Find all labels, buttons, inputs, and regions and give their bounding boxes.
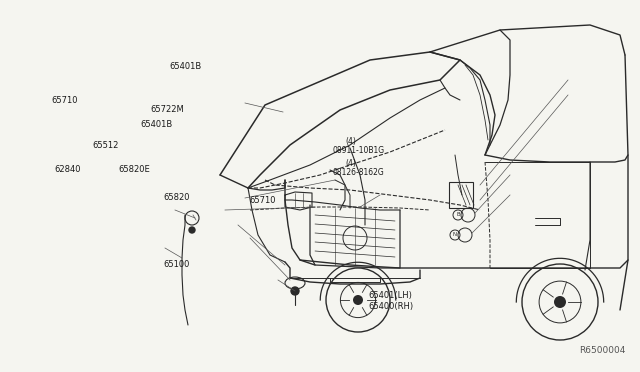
Text: 65820E: 65820E	[118, 165, 150, 174]
Text: 08911-10B1G: 08911-10B1G	[333, 146, 385, 155]
Text: 08126-8162G: 08126-8162G	[333, 169, 385, 177]
Text: R6500004: R6500004	[579, 346, 625, 355]
Text: (4): (4)	[346, 159, 356, 168]
Circle shape	[554, 296, 566, 308]
Text: 65401B: 65401B	[170, 62, 202, 71]
Text: B: B	[456, 212, 460, 218]
Text: N: N	[453, 232, 457, 237]
Circle shape	[353, 295, 363, 305]
Circle shape	[291, 287, 299, 295]
Text: 65820: 65820	[163, 193, 189, 202]
Text: 65710: 65710	[250, 196, 276, 205]
Text: 65100: 65100	[163, 260, 189, 269]
Text: 65401(LH): 65401(LH)	[368, 291, 412, 300]
Circle shape	[189, 227, 195, 233]
Text: 65401B: 65401B	[141, 120, 173, 129]
Text: 65400(RH): 65400(RH)	[368, 302, 413, 311]
Text: 62840: 62840	[54, 165, 81, 174]
Text: 65512: 65512	[93, 141, 119, 150]
Text: 65710: 65710	[51, 96, 77, 105]
Text: (4): (4)	[346, 137, 356, 146]
Text: 65722M: 65722M	[150, 105, 184, 114]
